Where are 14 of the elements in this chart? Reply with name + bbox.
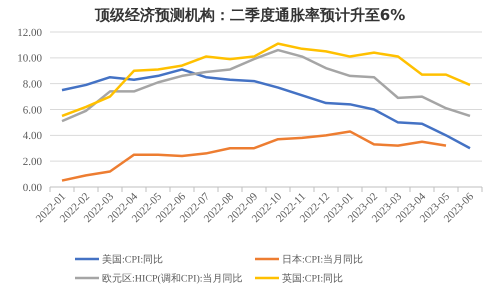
line-series bbox=[60, 68, 472, 150]
y-tick-label: 4.00 bbox=[22, 130, 42, 142]
legend-label: 英国:CPI:同比 bbox=[282, 272, 344, 284]
legend-label: 日本:CPI:当月同比 bbox=[282, 254, 364, 266]
line-series bbox=[60, 130, 448, 182]
y-tick-label: 0.00 bbox=[22, 182, 42, 194]
y-tick-label: 6.00 bbox=[22, 104, 42, 116]
y-tick-label: 10.00 bbox=[17, 52, 42, 65]
y-tick-label: 2.00 bbox=[22, 156, 42, 168]
chart-title: 顶级经济预测机构：二季度通胀率预计升至6% bbox=[94, 6, 406, 24]
legend-label: 美国:CPI:同比 bbox=[102, 254, 164, 266]
y-tick-label: 12.00 bbox=[17, 26, 42, 39]
legend-label: 欧元区:HICP(调和CPI):当月同比 bbox=[102, 272, 243, 284]
y-tick-label: 8.00 bbox=[22, 78, 42, 91]
